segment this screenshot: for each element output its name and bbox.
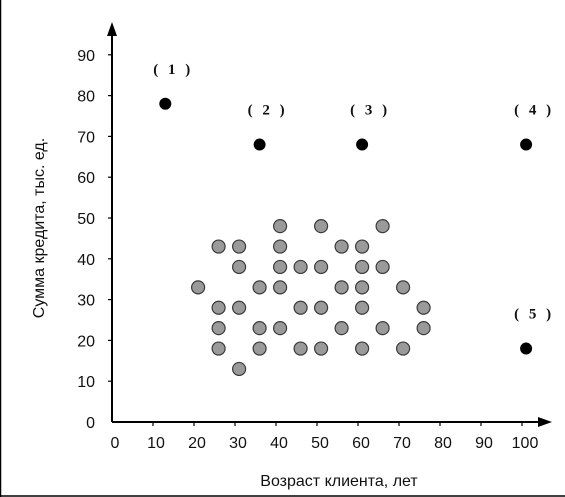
outlier-label: ( 1 ) xyxy=(153,62,193,78)
cluster-point xyxy=(355,280,370,295)
y-tick-label: 30 xyxy=(77,293,95,310)
cluster-point xyxy=(232,259,247,275)
y-tick-label: 0 xyxy=(86,415,95,432)
x-tick-label: 70 xyxy=(393,435,411,452)
cluster-point xyxy=(232,361,247,377)
cluster-point xyxy=(232,239,247,254)
cluster-point xyxy=(273,321,288,336)
outlier-label: ( 2 ) xyxy=(248,103,288,119)
cluster-point xyxy=(211,321,226,336)
outlier-label: ( 3 ) xyxy=(350,103,390,119)
x-tick-label: 60 xyxy=(352,435,370,452)
cluster-point xyxy=(416,321,431,336)
y-tick-label: 70 xyxy=(77,129,95,146)
cluster-point xyxy=(355,259,370,275)
outlier-point xyxy=(520,138,533,151)
cluster-point xyxy=(273,219,288,234)
outlier-point xyxy=(356,138,369,151)
y-tick-label: 10 xyxy=(77,374,95,391)
cluster-point xyxy=(396,341,411,356)
y-tick-label: 80 xyxy=(77,89,95,106)
cluster-point xyxy=(273,239,288,254)
cluster-point xyxy=(293,300,308,315)
cluster-point xyxy=(314,219,329,234)
x-tick-label: 10 xyxy=(147,435,165,452)
outlier-labels: ( 1 ) ( 2 ) ( 3 ) ( 4 ) ( 5 ) xyxy=(153,62,554,323)
y-tick-label: 60 xyxy=(77,170,95,187)
cluster-point xyxy=(232,300,247,315)
x-tick-label: 80 xyxy=(434,435,452,452)
cluster-point xyxy=(375,321,390,336)
x-tick-label: 100 xyxy=(512,435,539,452)
cluster-point xyxy=(314,300,329,315)
cluster-point xyxy=(211,239,226,254)
cluster-point xyxy=(355,341,370,356)
cluster-point xyxy=(211,300,226,315)
y-tick-label: 50 xyxy=(77,211,95,228)
x-tick-label: 20 xyxy=(188,435,206,452)
cluster-point xyxy=(191,280,206,295)
cluster-point xyxy=(252,341,267,356)
cluster-point xyxy=(334,280,349,295)
y-tick-label: 40 xyxy=(77,252,95,269)
cluster-point xyxy=(396,280,411,295)
cluster-point xyxy=(293,341,308,356)
cluster-point xyxy=(273,280,288,295)
outlier-point xyxy=(520,342,533,355)
x-axis-title: Возраст клиента, лет xyxy=(260,473,418,490)
tick-labels: 0 10 20 30 40 50 60 70 80 90 100 0 10 20 30 40 50 60 70 80 9… xyxy=(77,48,538,452)
x-axis-arrow xyxy=(538,417,552,427)
outlier-point xyxy=(253,138,266,151)
cluster-point xyxy=(211,341,226,356)
cluster-point xyxy=(252,280,267,295)
cluster-point xyxy=(314,259,329,275)
cluster-point xyxy=(293,259,308,275)
x-tick-label: 30 xyxy=(229,435,247,452)
y-axis-arrow xyxy=(107,22,117,36)
data-points xyxy=(159,97,533,377)
outlier-point xyxy=(159,97,172,110)
x-tick-label: 50 xyxy=(311,435,329,452)
outlier-label: ( 5 ) xyxy=(514,307,554,323)
outlier-label: ( 4 ) xyxy=(514,103,554,119)
cluster-point xyxy=(355,239,370,254)
cluster-point xyxy=(416,300,431,315)
cluster-point xyxy=(334,321,349,336)
cluster-point xyxy=(355,300,370,315)
axes xyxy=(107,22,552,427)
y-axis-title: Сумма кредита, тыс. ед. xyxy=(31,138,48,318)
cluster-point xyxy=(334,239,349,254)
x-tick-label: 90 xyxy=(475,435,493,452)
x-tick-label: 40 xyxy=(270,435,288,452)
cluster-point xyxy=(375,259,390,275)
cluster-point xyxy=(252,321,267,336)
y-tick-label: 20 xyxy=(77,333,95,350)
y-tick-label: 90 xyxy=(77,48,95,65)
cluster-point xyxy=(375,219,390,234)
cluster-point xyxy=(273,259,288,275)
x-tick-label: 0 xyxy=(111,435,120,452)
cluster-point xyxy=(314,341,329,356)
